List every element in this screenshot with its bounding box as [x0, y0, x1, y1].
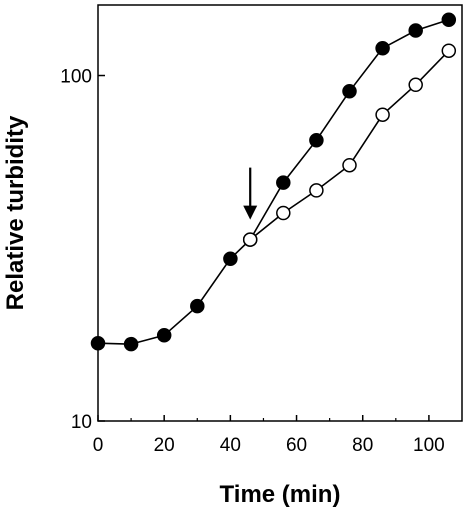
series-0-point [276, 175, 291, 190]
series-0-line [97, 19, 450, 345]
series-0-point [123, 336, 139, 352]
series-1-point [441, 43, 457, 58]
series-layer [90, 12, 457, 352]
series-0-point [223, 251, 238, 266]
series-0-point [408, 23, 423, 38]
y-axis-title: Relative turbidity [2, 115, 29, 310]
x-tick-label: 60 [286, 435, 307, 456]
arrow-down-icon [243, 167, 258, 220]
series-0-point [90, 335, 106, 351]
annotation-layer [243, 167, 258, 220]
series-1-point [242, 232, 258, 247]
y-tick-label: 100 [60, 67, 92, 88]
x-tick-label: 100 [413, 435, 445, 456]
x-tick-label: 80 [352, 435, 373, 456]
series-0-point [309, 132, 324, 148]
series-1-point [342, 157, 357, 173]
series-0-point [441, 12, 457, 28]
series-0-point [190, 298, 205, 314]
x-tick-label: 20 [154, 435, 175, 456]
x-tick-label: 40 [220, 435, 241, 456]
series-1-point [375, 107, 390, 122]
x-axis-title: Time (min) [220, 481, 341, 508]
ticks-layer: 0 20 40 60 80 100 10 100 [60, 67, 444, 456]
plot-frame [97, 4, 463, 422]
series-0-point [156, 328, 172, 343]
series-1-point [309, 183, 324, 198]
series-1-point [276, 205, 291, 221]
series-1-point [408, 77, 423, 93]
x-tick-label: 0 [93, 435, 104, 456]
series-0-point [342, 84, 357, 99]
y-tick-label: 10 [71, 412, 92, 433]
series-0-point [375, 40, 390, 56]
